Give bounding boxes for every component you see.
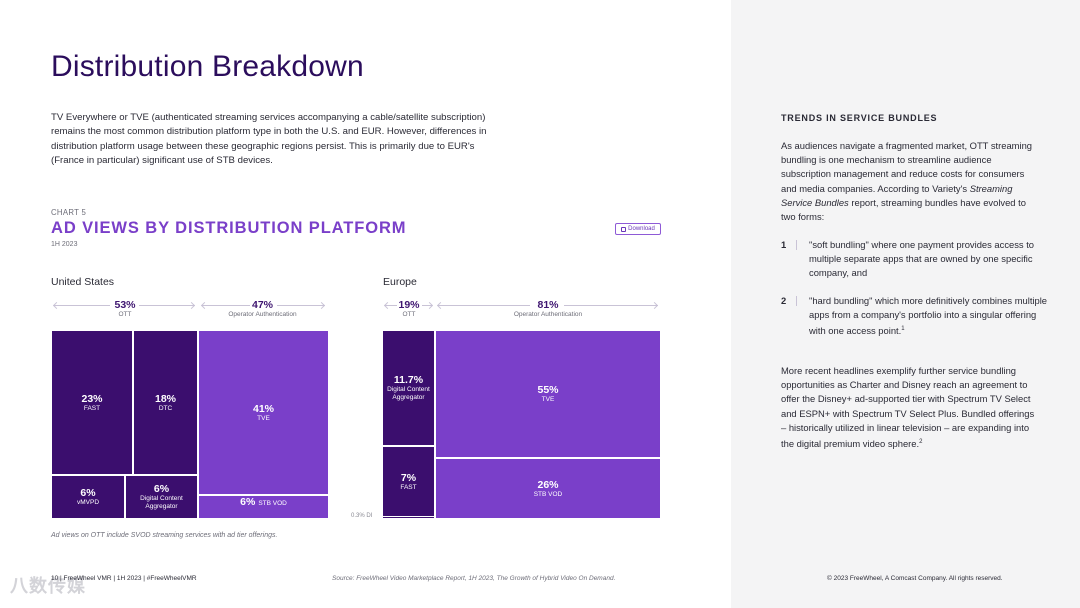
eu-op-arrow-line	[438, 305, 530, 306]
us-op-arrow-line-right	[277, 305, 325, 306]
us-stb-name: STB VOD	[258, 500, 287, 507]
us-dtc-value: 18%	[154, 392, 176, 405]
download-icon	[621, 226, 627, 232]
download-button[interactable]: Download	[615, 223, 661, 235]
eu-tile-fast: 7% FAST	[383, 447, 434, 516]
us-fast-value: 23%	[81, 392, 103, 405]
us-vmvpd-name: vMVPD	[76, 499, 100, 506]
eu-op-pct: 81%	[537, 299, 559, 311]
eu-ott-arrow-left-icon	[383, 301, 392, 310]
us-op-arrow-left-icon	[200, 301, 209, 310]
us-fast-name: FAST	[83, 404, 101, 412]
us-tile-vmvpd: 6% vMVPD	[52, 476, 124, 518]
eu-ott-arrow-right-icon	[425, 301, 434, 310]
us-ott-pct: 53%	[114, 299, 136, 311]
eu-ott-arrow-line-right	[422, 305, 432, 306]
sidebar-item2-text: "hard bundling" which more definitively …	[809, 295, 1048, 337]
us-dca-name: Digital Content Aggregator	[140, 495, 183, 510]
sidebar-item1-number: 1	[781, 239, 787, 250]
sidebar-item1-divider	[796, 240, 797, 250]
us-stb-value: 6%	[240, 496, 256, 508]
eu-fast-value: 7%	[400, 471, 417, 484]
eu-stb-name: STB VOD	[533, 490, 563, 498]
us-tile-dtc: 18% DTC	[134, 331, 197, 474]
us-tile-tve: 41% TVE	[199, 331, 328, 494]
sidebar-item2-text-wrap: "hard bundling" which more definitively …	[809, 294, 1049, 339]
us-op-arrow-right-icon	[317, 301, 326, 310]
sidebar-para1-b: report, streaming bundles have evolved t…	[781, 196, 1026, 223]
main-panel: Distribution Breakdown TV Everywhere or …	[10, 50, 661, 596]
sidebar-paragraph-2: More recent headlines exemplify further …	[781, 364, 1036, 451]
eu-ott-label: OTT	[402, 311, 416, 318]
eu-di-label: 0.3% DI	[351, 513, 373, 519]
chart-period: 1H 2023	[51, 241, 78, 248]
watermark: 八数传媒	[10, 576, 86, 596]
eu-tile-dca: 11.7% Digital Content Aggregator	[383, 331, 434, 445]
us-vmvpd-value: 6%	[80, 487, 96, 499]
page-title: Distribution Breakdown	[51, 50, 364, 83]
sidebar-list-item-1: 1 "soft bundling" where one payment prov…	[781, 238, 1036, 282]
eu-tile-di	[383, 517, 434, 518]
sidebar-para2-footnote-ref: 2	[919, 439, 923, 446]
eu-tile-tve: 55% TVE	[436, 331, 660, 457]
eu-op-arrow-line-right	[564, 305, 658, 306]
us-ott-arrow-line-right	[139, 305, 195, 306]
us-tile-stb: 6% STB VOD	[199, 496, 328, 518]
sidebar-panel	[731, 0, 1080, 608]
sidebar-list-item-2: 2 "hard bundling" which more definitivel…	[781, 294, 1047, 352]
footer-copyright: © 2023 FreeWheel, A Comcast Company. All…	[827, 575, 1003, 582]
us-tile-fast: 23% FAST	[52, 331, 132, 474]
eu-op-arrow-left-icon	[436, 301, 445, 310]
us-ott-arrow-left-icon	[52, 301, 61, 310]
sidebar-item1-text: "soft bundling" where one payment provid…	[809, 239, 1035, 279]
chart-footnote: Ad views on OTT include SVOD streaming s…	[51, 532, 278, 539]
eu-op-arrow-right-icon	[650, 301, 659, 310]
region-label-us: United States	[51, 276, 115, 288]
us-op-pct: 47%	[251, 299, 273, 311]
eu-tile-stb: 26% STB VOD	[436, 459, 660, 518]
us-op-label: Operator Authentication	[228, 311, 297, 318]
eu-op-share: 81% Operator Authentication	[500, 299, 596, 318]
intro-paragraph: TV Everywhere or TVE (authenticated stre…	[51, 112, 487, 167]
region-label-eu: Europe	[383, 276, 417, 288]
sidebar-item2-number: 2	[781, 295, 787, 306]
eu-op-label: Operator Authentication	[513, 311, 583, 318]
chart-kicker: CHART 5	[51, 208, 87, 217]
eu-ott-share: 19% OTT	[395, 299, 423, 318]
footer-source: Source: FreeWheel Video Marketplace Repo…	[332, 575, 616, 582]
chart-title: AD VIEWS BY DISTRIBUTION PLATFORM	[51, 219, 407, 237]
sidebar-para1-a: As audiences navigate a fragmented marke…	[781, 140, 1032, 194]
eu-fast-name: FAST	[400, 483, 417, 491]
us-ott-share: 53% OTT	[104, 299, 146, 318]
footer-page-info: 10 | FreeWheel VMR | 1H 2023 | #FreeWhee…	[51, 575, 197, 582]
us-tve-name: TVE	[257, 414, 270, 422]
eu-stb-value: 26%	[537, 478, 559, 491]
us-ott-label: OTT	[118, 311, 132, 318]
us-dca-value: 6%	[153, 483, 170, 495]
us-dtc-name: DTC	[158, 404, 173, 412]
sidebar-paragraph-1: As audiences navigate a fragmented marke…	[781, 139, 1036, 224]
us-op-arrow-line	[202, 305, 250, 306]
eu-dca-value: 11.7%	[393, 374, 424, 386]
sidebar-heading: TRENDS IN SERVICE BUNDLES	[781, 113, 938, 123]
us-op-share: 47% Operator Authentication	[215, 299, 310, 318]
sidebar-para2-text: More recent headlines exemplify further …	[781, 365, 1035, 450]
eu-tve-value: 55%	[537, 384, 559, 396]
sidebar-para1-italic: Streaming Service Bundles	[781, 182, 1013, 208]
us-ott-arrow-line	[54, 305, 110, 306]
download-label: Download	[628, 226, 655, 232]
us-ott-arrow-right-icon	[187, 301, 196, 310]
us-tve-value: 41%	[252, 402, 274, 415]
sidebar-item2-divider	[796, 296, 797, 306]
eu-ott-arrow-line	[385, 305, 397, 306]
us-tile-dca: 6% Digital Content Aggregator	[126, 476, 197, 518]
sidebar-item2-footnote-ref: 1	[901, 326, 905, 333]
eu-tve-name: TVE	[541, 396, 555, 403]
eu-ott-pct: 19%	[398, 299, 420, 311]
eu-dca-name: Digital Content Aggregator	[387, 386, 430, 401]
